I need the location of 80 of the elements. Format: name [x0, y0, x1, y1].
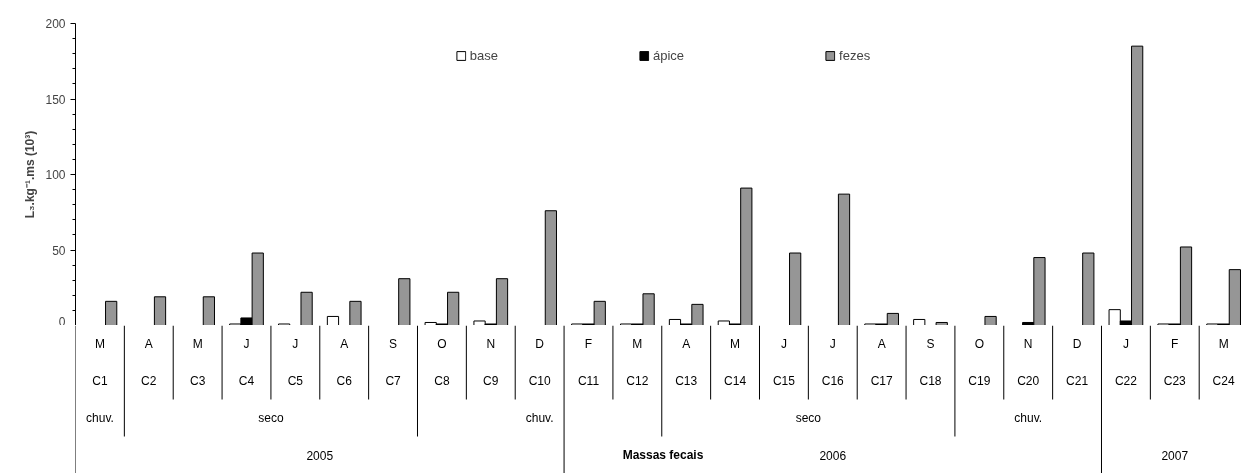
- text: chuv.: [86, 411, 114, 425]
- text: D: [1072, 337, 1082, 351]
- x-axis-title: Massas fecais: [622, 448, 704, 462]
- text: M: [1218, 337, 1229, 351]
- bar: [913, 318, 926, 325]
- text: J: [1122, 337, 1129, 351]
- x-tick-label: C16: [821, 374, 845, 388]
- text: 2007: [1161, 448, 1189, 463]
- text: seco: [258, 411, 284, 425]
- y-tick-label: 50: [52, 243, 66, 258]
- x-tick-label: C3: [189, 374, 206, 388]
- text: N: [1023, 337, 1033, 351]
- x-tick-label: C15: [772, 374, 796, 388]
- x-tick-label: C2: [141, 374, 157, 388]
- x-tick-label: C21: [1066, 374, 1089, 388]
- x-tick-label: C9: [483, 374, 499, 388]
- bar: [349, 300, 362, 325]
- bar: [935, 321, 948, 325]
- x-tick-label: C6: [336, 374, 353, 388]
- bar: [300, 291, 313, 325]
- y-axis-title: L₃.kg⁻¹.ms (10³): [23, 130, 38, 219]
- bar: [789, 252, 802, 325]
- text: D: [535, 337, 545, 351]
- x-tick-label: C5: [287, 374, 304, 388]
- text: A: [144, 337, 153, 351]
- bar: [544, 210, 557, 325]
- text: J: [292, 337, 299, 351]
- text: 2005: [306, 448, 334, 463]
- text: S: [389, 337, 398, 351]
- x-tick-label: C17: [870, 374, 893, 388]
- text: M: [192, 337, 203, 351]
- x-tick-label: C14: [724, 374, 747, 388]
- text: J: [243, 337, 250, 351]
- x-tick-label: C10: [528, 374, 551, 388]
- bar: [984, 315, 997, 325]
- legend-label: base: [469, 48, 499, 63]
- legend-label: fezes: [839, 48, 871, 63]
- text: O: [974, 337, 985, 351]
- x-tick-label: C1: [92, 374, 108, 388]
- x-tick-label: C12: [626, 374, 649, 388]
- y-tick-label: 200: [45, 17, 66, 31]
- x-tick-label: C20: [1017, 374, 1040, 388]
- x-tick-label: C8: [434, 374, 450, 388]
- text: M: [730, 337, 741, 351]
- text: J: [780, 337, 787, 351]
- text: chuv.: [1014, 411, 1043, 425]
- text: 2006: [819, 448, 847, 463]
- x-tick-label: C22: [1114, 374, 1138, 388]
- x-tick-label: C18: [919, 374, 942, 388]
- x-tick-label: C4: [238, 374, 255, 388]
- x-tick-label: C19: [968, 374, 991, 388]
- text: M: [632, 337, 643, 351]
- bar: [398, 278, 411, 325]
- text: M: [94, 337, 105, 351]
- x-tick-label: C7: [385, 374, 402, 388]
- text: chuv.: [525, 411, 554, 425]
- bar: [1082, 252, 1095, 325]
- text: F: [1171, 337, 1179, 351]
- bar: [837, 193, 851, 325]
- y-tick-label: 0: [58, 314, 66, 329]
- legend-label: ápice: [653, 48, 685, 63]
- text: O: [437, 337, 447, 351]
- bar: [326, 315, 340, 325]
- text: N: [486, 337, 496, 351]
- text: seco: [795, 411, 822, 425]
- text: J: [829, 337, 836, 351]
- text: A: [682, 337, 691, 351]
- text: A: [340, 337, 349, 351]
- bar: [153, 296, 167, 325]
- x-tick-label: C11: [577, 374, 600, 388]
- text: F: [584, 337, 593, 351]
- bar: [105, 300, 118, 325]
- text: A: [877, 337, 886, 351]
- x-tick-label: C13: [675, 374, 698, 388]
- x-tick-label: C24: [1212, 374, 1235, 388]
- bar: [202, 296, 215, 325]
- text: S: [926, 337, 935, 351]
- x-tick-label: C23: [1163, 374, 1187, 388]
- y-tick-label: 150: [45, 92, 66, 107]
- y-tick-label: 100: [45, 168, 66, 182]
